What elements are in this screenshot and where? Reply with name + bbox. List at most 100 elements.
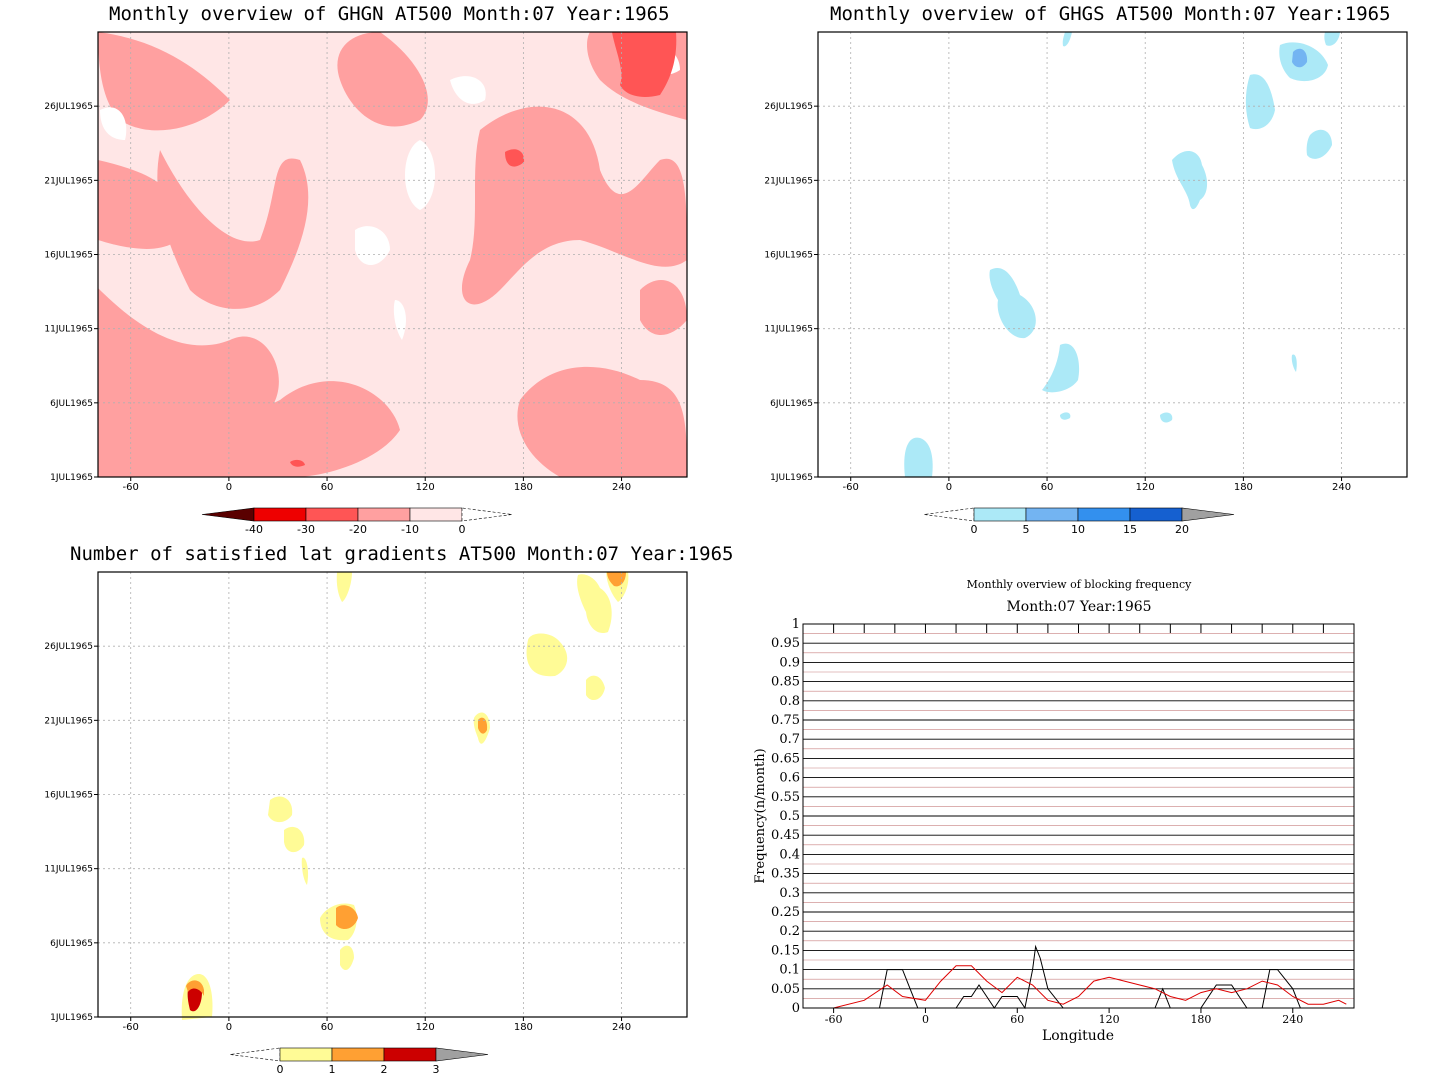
colorbar-segment <box>1025 507 1079 522</box>
colorbar-segment <box>1077 507 1131 522</box>
ghgs-colorbar: 0 5 10 15 20 <box>923 507 1235 536</box>
colorbar-label: -20 <box>349 523 367 536</box>
colorbar-label: 1 <box>329 1063 336 1076</box>
x-tick-label: 240 <box>1332 482 1351 493</box>
freq-subtitle: Month:07 Year:1965 <box>1006 599 1151 615</box>
freq-x-tick-label: 240 <box>1282 1013 1303 1026</box>
panel-lat: Number of satisfied lat gradients AT500 … <box>0 540 733 1091</box>
colorbar-label: -10 <box>401 523 419 536</box>
y-tick-label: 6JUL1965 <box>770 399 813 409</box>
lat-field-patch <box>577 574 612 634</box>
y-tick-label: 1JUL1965 <box>50 1013 93 1023</box>
y-tick-label: 11JUL1965 <box>764 325 813 335</box>
ghgn-grid <box>98 32 687 477</box>
ghgn-field-patch <box>450 76 486 104</box>
ghgn-field-patch <box>612 32 677 97</box>
x-tick-label: 180 <box>1234 482 1253 493</box>
ghgn-colorbar: -40 -30 -20 -10 0 <box>201 507 513 536</box>
lat-field-patch <box>586 675 605 701</box>
colorbar-segment <box>1129 507 1183 522</box>
x-tick-label: 60 <box>1041 482 1054 493</box>
colorbar-label: 2 <box>381 1063 388 1076</box>
ghgs-title: Monthly overview of GHGS AT500 Month:07 … <box>830 3 1391 25</box>
y-tick-label: 16JUL1965 <box>44 791 93 801</box>
y-tick-label: 26JUL1965 <box>764 102 813 112</box>
freq-y-tick-label: 0.7 <box>779 732 800 747</box>
freq-x-tick-label: 60 <box>1010 1013 1024 1026</box>
y-tick-label: 16JUL1965 <box>764 251 813 261</box>
colorbar-segment <box>279 1047 333 1062</box>
ghgn-axes: -60 0 60 120 180 240 1JUL1965 6JUL1965 11JUL1965… <box>44 102 631 493</box>
ghgs-field-patch <box>1160 412 1173 423</box>
colorbar-label: 20 <box>1175 523 1189 536</box>
freq-x-tick-label: 0 <box>922 1013 929 1026</box>
ghgn-field-patch <box>157 150 309 309</box>
freq-y-tick-label: 0.85 <box>771 675 800 690</box>
colorbar-segment <box>305 507 359 522</box>
colorbar-label: 0 <box>971 523 978 536</box>
lat-field-patch <box>268 796 293 823</box>
ghgs-plot: -60 0 60 120 180 240 1JUL1965 6JUL1965 11JUL1965… <box>764 31 1408 536</box>
lat-field-patch <box>284 826 305 853</box>
freq-y-tick-label: 0.55 <box>771 790 800 805</box>
colorbar-label: -40 <box>245 523 263 536</box>
ghgn-field-patch <box>100 107 127 140</box>
freq-y-tick-label: 0.95 <box>771 636 800 651</box>
panel-ghgn: Monthly overview of GHGN AT500 Month:07 … <box>0 0 720 545</box>
freq-y-tick-label: 0 <box>792 1001 800 1016</box>
x-tick-label: 120 <box>1136 482 1155 493</box>
colorbar-end-triangle <box>923 507 975 522</box>
lat-colorbar: 0 1 2 3 <box>229 1047 489 1076</box>
ghgn-field-patch <box>517 366 687 477</box>
y-tick-label: 6JUL1965 <box>50 399 93 409</box>
freq-ylabel: Frequency(n/month) <box>753 748 768 883</box>
ghgn-field-patch <box>98 381 400 477</box>
freq-series-line-0 <box>803 944 1354 1010</box>
ghgn-field-patch <box>355 226 390 265</box>
ghgn-field-patch <box>405 140 435 210</box>
lat-field-patch <box>478 717 488 734</box>
colorbar-end-triangle <box>201 507 255 522</box>
freq-xticks: -60 0 60 120 180 240 <box>825 624 1324 1026</box>
ghgs-field-patch <box>1324 32 1340 46</box>
freq-x-tick-label: 180 <box>1190 1013 1211 1026</box>
freq-y-tick-label: 0.1 <box>779 963 800 978</box>
ghgn-field-patch <box>98 160 190 249</box>
ghgn-field-patch <box>393 300 406 340</box>
ghgs-field-patch <box>1062 32 1072 47</box>
y-tick-label: 21JUL1965 <box>44 176 93 186</box>
ghgn-field-patch <box>98 32 230 131</box>
y-tick-label: 21JUL1965 <box>764 176 813 186</box>
panel-freq: Monthly overview of blocking frequency M… <box>720 545 1440 1091</box>
ghgs-field-patch <box>1291 354 1297 372</box>
x-tick-label: 0 <box>226 1022 232 1033</box>
freq-y-tick-label: 0.2 <box>779 924 800 939</box>
colorbar-segment <box>973 507 1027 522</box>
lat-field <box>98 572 687 1020</box>
freq-y-tick-label: 0.3 <box>779 886 800 901</box>
x-tick-label: 0 <box>226 482 232 493</box>
lat-field-patch <box>336 905 358 930</box>
colorbar-label: 0 <box>459 523 466 536</box>
x-tick-label: -60 <box>123 482 139 493</box>
colorbar-end-triangle <box>1181 507 1235 522</box>
ghgs-field-patch <box>1042 343 1080 393</box>
x-tick-label: 120 <box>416 482 435 493</box>
colorbar-label: 5 <box>1023 523 1030 536</box>
x-tick-label: 180 <box>514 482 533 493</box>
x-tick-label: 240 <box>612 482 631 493</box>
freq-y-tick-label: 0.8 <box>779 694 800 709</box>
y-tick-label: 16JUL1965 <box>44 251 93 261</box>
x-tick-label: 240 <box>612 1022 631 1033</box>
colorbar-end-triangle <box>435 1047 489 1062</box>
freq-title: Monthly overview of blocking frequency <box>967 578 1193 591</box>
colorbar-label: 3 <box>433 1063 440 1076</box>
colorbar-label: 10 <box>1071 523 1085 536</box>
freq-series-line-1 <box>803 965 1347 1009</box>
y-tick-label: 1JUL1965 <box>50 473 93 483</box>
ghgn-field-patch <box>98 288 279 444</box>
panel-ghgs: Monthly overview of GHGS AT500 Month:07 … <box>720 0 1440 545</box>
freq-y-tick-label: 0.6 <box>779 771 800 786</box>
freq-y-tick-label: 0.45 <box>771 828 800 843</box>
ghgs-field-patch <box>1245 74 1275 130</box>
